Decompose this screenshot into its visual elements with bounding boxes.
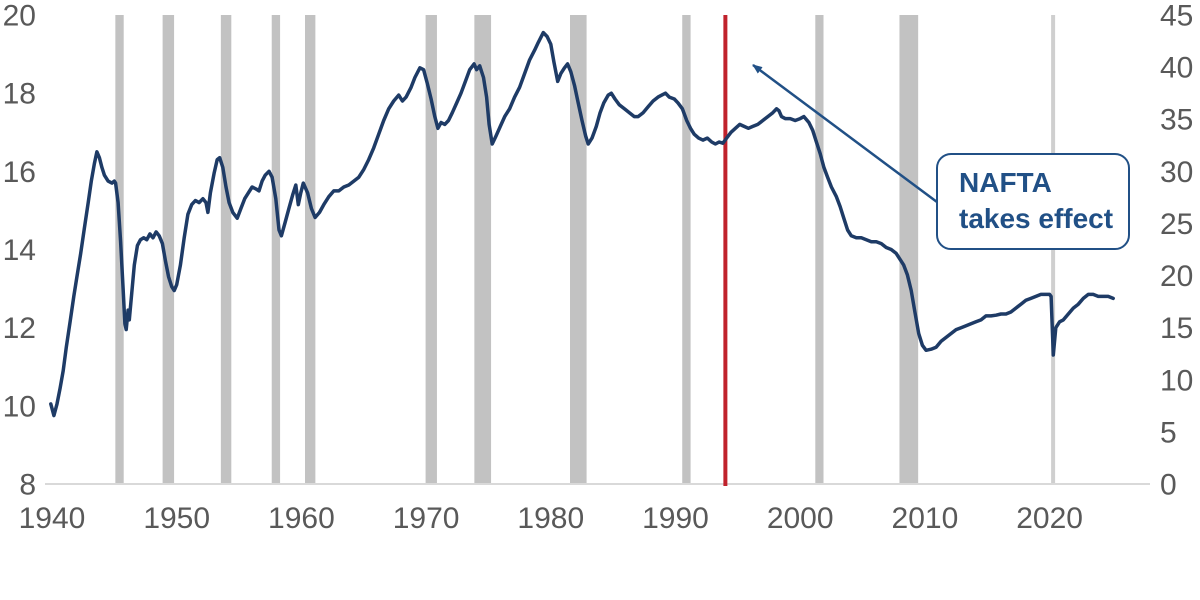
y-left-tick-label: 16 — [3, 156, 36, 189]
x-tick-label: 1990 — [642, 502, 709, 535]
x-tick-label: 2020 — [1016, 502, 1083, 535]
recession-band — [815, 15, 824, 484]
y-right-tick-label: 15 — [1160, 312, 1193, 345]
y-right-tick-label: 20 — [1160, 260, 1193, 293]
y-left-tick-label: 8 — [19, 469, 36, 502]
recession-band — [682, 15, 691, 484]
y-left-tick-label: 20 — [3, 0, 36, 33]
recession-band — [899, 15, 919, 484]
y-right-tick-label: 0 — [1160, 469, 1177, 502]
nafta-annotation-line1: NAFTA — [959, 167, 1052, 199]
y-right-tick-label: 25 — [1160, 208, 1193, 241]
y-left-tick-label: 12 — [3, 312, 36, 345]
recession-band — [474, 15, 492, 484]
x-tick-label: 1970 — [393, 502, 460, 535]
y-right-tick-label: 40 — [1160, 52, 1193, 85]
y-left-tick-label: 10 — [3, 390, 36, 423]
recession-band — [220, 15, 232, 484]
employment-line-series — [49, 30, 1115, 418]
nafta-annotation-line2: takes effect — [959, 203, 1114, 234]
y-left-tick-label: 14 — [3, 234, 36, 267]
recession-band — [570, 15, 587, 484]
recession-band — [271, 15, 281, 484]
y-right-tick-label: 45 — [1160, 0, 1193, 33]
y-right-tick-label: 10 — [1160, 364, 1193, 397]
x-tick-label: 1940 — [19, 502, 86, 535]
recession-band — [425, 15, 437, 484]
x-tick-label: 1960 — [268, 502, 335, 535]
annotation-arrow — [752, 63, 938, 204]
nafta-annotation-box: NAFTA takes effect — [936, 153, 1130, 250]
x-tick-label: 1950 — [143, 502, 210, 535]
y-right-tick-label: 30 — [1160, 156, 1193, 189]
recession-band — [162, 15, 175, 484]
x-tick-label: 2010 — [892, 502, 959, 535]
y-right-tick-label: 35 — [1160, 104, 1193, 137]
recession-band — [305, 15, 316, 484]
x-tick-label: 1980 — [517, 502, 584, 535]
y-left-tick-label: 18 — [3, 78, 36, 111]
y-right-tick-label: 5 — [1160, 416, 1177, 449]
x-tick-label: 2000 — [767, 502, 834, 535]
